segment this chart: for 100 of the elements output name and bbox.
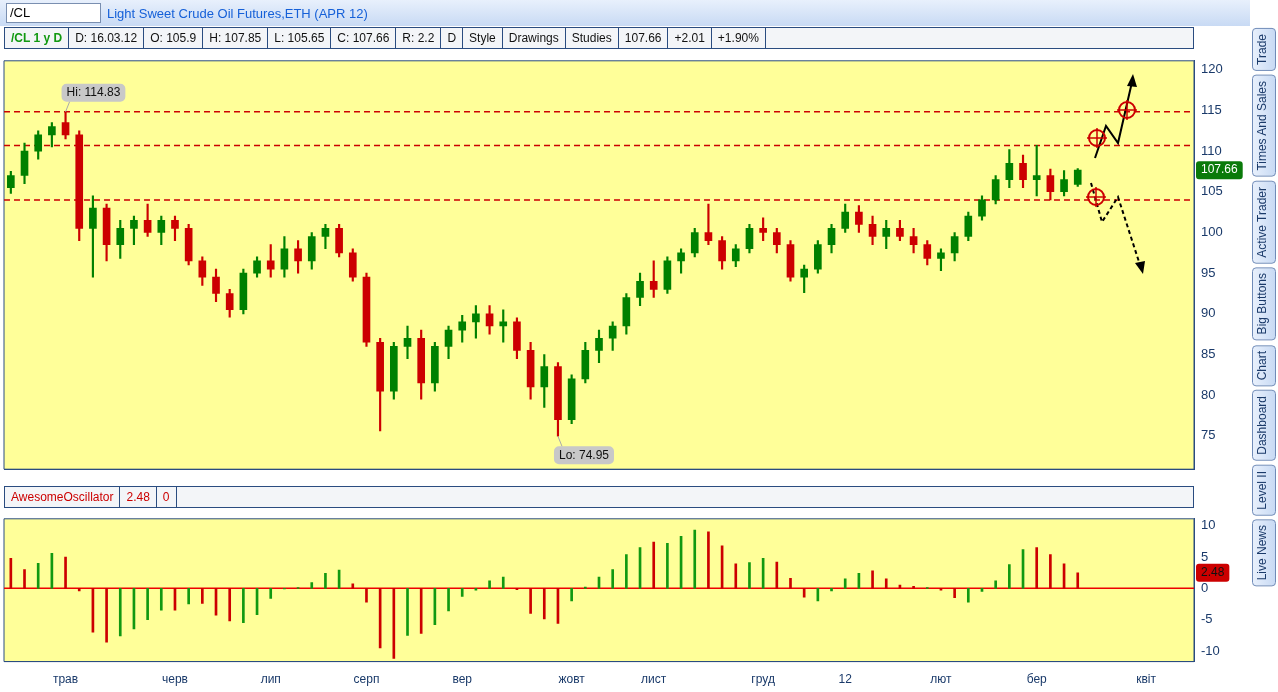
bar (830, 587, 833, 592)
x-tick-label: вер (452, 672, 473, 687)
y-tick-label: 85 (1201, 346, 1216, 362)
y-tick-label: 5 (1201, 548, 1209, 564)
bar (501, 576, 505, 589)
x-tick-label: лип (260, 672, 281, 687)
bar (228, 587, 232, 622)
bar (36, 562, 40, 589)
bar (488, 580, 491, 589)
x-tick-label: лют (930, 672, 953, 687)
bar (542, 587, 546, 620)
bar (1049, 554, 1052, 589)
y-tick-label: 90 (1201, 305, 1216, 321)
bar (159, 587, 163, 611)
bar (611, 569, 615, 589)
x-tick-label: жовт (558, 672, 586, 687)
text: +2.01 (668, 28, 712, 48)
text: Active Trader (1252, 180, 1276, 264)
bar (529, 587, 532, 614)
bar (652, 541, 656, 589)
bar (269, 587, 273, 599)
x-tick-label: черв (161, 672, 188, 687)
bar (966, 587, 970, 603)
text: H: 107.85 (203, 28, 269, 48)
y-tick-label: 80 (1201, 386, 1216, 402)
bar (871, 570, 874, 589)
bar (23, 569, 26, 589)
text: 107.66 (618, 28, 669, 48)
bar (187, 587, 190, 605)
text: Dashboard (1252, 389, 1276, 461)
text: C: 107.66 (331, 28, 397, 48)
bar (146, 587, 149, 620)
text: R: 2.2 (396, 28, 442, 48)
chart-subtitle: /CL (6, 3, 101, 23)
bar (118, 587, 122, 637)
y-tick-label: 100 (1201, 224, 1223, 240)
bar (351, 583, 355, 589)
annotation: Lo: 74.95 (558, 447, 610, 462)
text: Times And Sales (1252, 74, 1276, 177)
bar (1076, 572, 1080, 589)
x-tick-label: бер (1026, 672, 1048, 687)
bar (953, 587, 956, 599)
bar (707, 531, 710, 589)
y-tick-label: -10 (1201, 642, 1220, 658)
bar (884, 578, 888, 589)
bar (201, 587, 204, 604)
bar (843, 578, 847, 589)
x-tick-label: трав (52, 672, 79, 687)
bar (994, 580, 997, 589)
text: Trade (1252, 28, 1276, 71)
bar (570, 587, 573, 602)
text: 107.66 (1201, 162, 1239, 177)
bar (77, 587, 81, 592)
bar (392, 587, 396, 659)
candlestick (403, 325, 412, 359)
text: 2.48 (120, 487, 157, 507)
bar (693, 529, 697, 589)
y-tick-label: 110 (1201, 142, 1222, 158)
text: Chart (1252, 344, 1276, 386)
text: L: 105.65 (268, 28, 332, 48)
x-tick-label: груд (751, 672, 775, 687)
annotation: 2.48 (1201, 565, 1225, 580)
y-tick-label: 95 (1201, 264, 1216, 280)
bar (666, 542, 669, 589)
bar (365, 587, 368, 603)
y-tick-label: 105 (1201, 183, 1223, 199)
candlestick (704, 203, 713, 245)
bar (419, 587, 423, 634)
x-tick-label: серп (353, 672, 380, 687)
bar (789, 577, 792, 589)
bar (460, 587, 464, 597)
bar (310, 582, 314, 589)
annotation: Hi: 114.83 (66, 85, 121, 100)
chart-title: AwesomeOscillator (5, 487, 121, 507)
bar (242, 587, 245, 624)
text: Live News (1252, 519, 1276, 587)
bar (775, 561, 779, 589)
text: Level II (1252, 464, 1276, 516)
bar (1035, 547, 1039, 589)
text: Drawings (502, 28, 566, 48)
chart-title: Light Sweet Crude Oil Futures,ETH (APR 12) (107, 5, 368, 21)
y-tick-label: 115 (1201, 102, 1222, 117)
bar (802, 587, 806, 598)
bar (625, 554, 628, 589)
x-tick-label: квіт (1136, 672, 1157, 687)
text: +1.90% (711, 28, 766, 48)
text: D: 16.03.12 (69, 28, 145, 48)
bar (912, 586, 915, 589)
x-tick-label: лист (641, 672, 667, 687)
text: Big Buttons (1252, 267, 1276, 341)
y-tick-label: 10 (1201, 517, 1216, 533)
bar (1008, 564, 1011, 589)
y-tick-label: 0 (1201, 579, 1209, 595)
y-tick-label: -5 (1201, 611, 1213, 627)
text: 0 (156, 487, 177, 507)
bar (406, 587, 409, 636)
y-tick-label: 75 (1201, 427, 1216, 443)
bar (105, 587, 108, 643)
text: O: 105.9 (144, 28, 204, 48)
bar (324, 572, 327, 589)
